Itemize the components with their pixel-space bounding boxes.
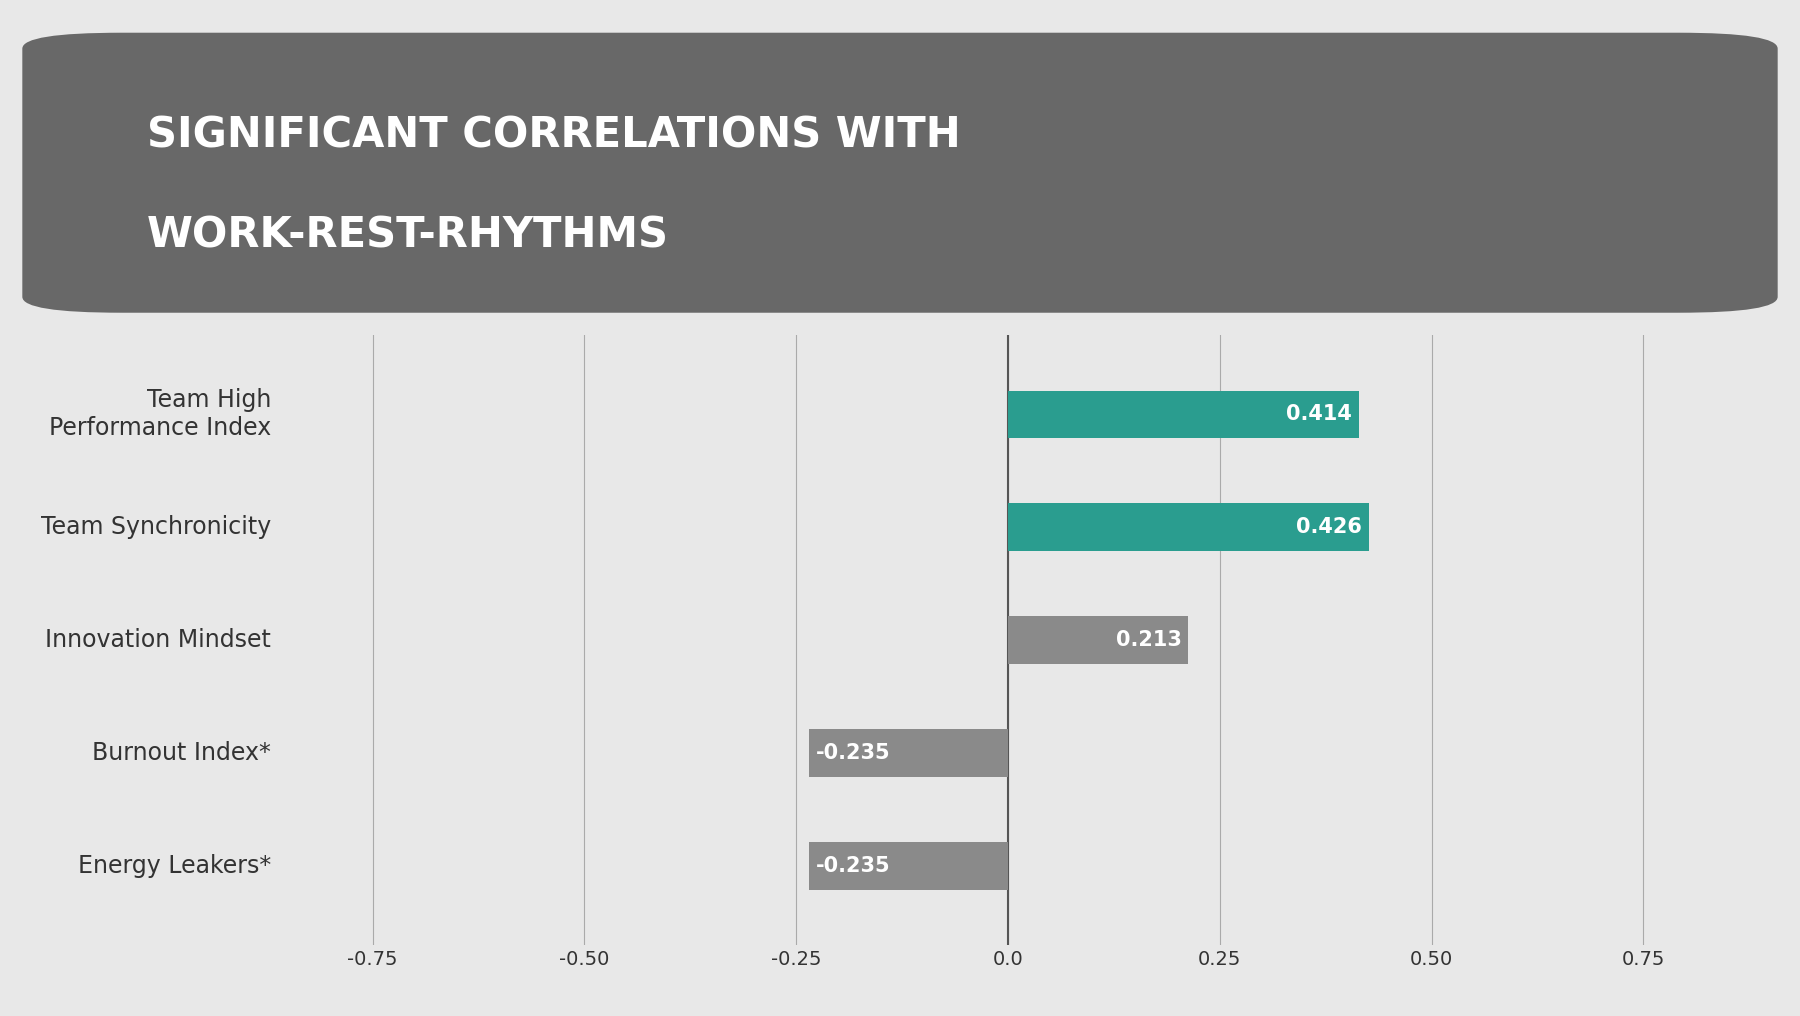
Bar [1008, 617, 1188, 663]
Bar [1008, 390, 1359, 438]
Bar [808, 729, 1008, 776]
Text: 0.213: 0.213 [1116, 630, 1181, 650]
Text: SIGNIFICANT CORRELATIONS WITH: SIGNIFICANT CORRELATIONS WITH [146, 115, 959, 156]
Bar [1008, 504, 1368, 551]
Text: -0.235: -0.235 [815, 743, 891, 763]
Text: WORK-REST-RHYTHMS: WORK-REST-RHYTHMS [146, 215, 668, 257]
Text: -0.235: -0.235 [815, 855, 891, 876]
Text: 0.426: 0.426 [1296, 517, 1363, 537]
FancyBboxPatch shape [22, 33, 1778, 313]
Bar [808, 842, 1008, 890]
Text: 0.414: 0.414 [1285, 404, 1352, 425]
